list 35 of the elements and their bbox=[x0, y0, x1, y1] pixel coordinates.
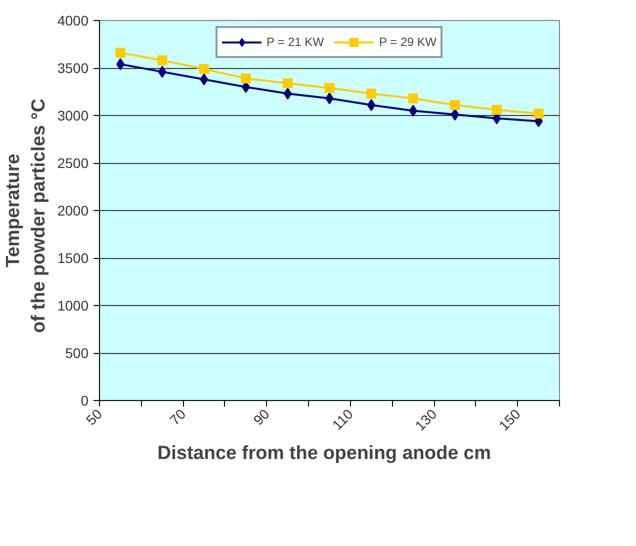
x-axis-title: Distance from the opening anode cm bbox=[157, 443, 492, 464]
y-tick-label: 3000 bbox=[57, 108, 89, 124]
y-tick-label: 4000 bbox=[57, 12, 89, 28]
y-tick-label: 2500 bbox=[57, 155, 89, 171]
x-tick-label: 110 bbox=[328, 406, 356, 433]
point bbox=[240, 73, 251, 84]
legend-label: P = 29 KW bbox=[379, 35, 436, 49]
point bbox=[492, 104, 502, 115]
point bbox=[116, 58, 125, 70]
x-tick-label: 130 bbox=[412, 406, 440, 434]
y-axis-title: Temperature of the powder particles °C bbox=[3, 98, 50, 334]
point bbox=[450, 100, 460, 110]
point bbox=[534, 108, 544, 119]
point bbox=[157, 55, 168, 66]
y-tick-label: 2000 bbox=[57, 202, 89, 218]
y-tick-label: 1000 bbox=[57, 298, 89, 314]
point bbox=[325, 92, 334, 104]
y-tick-label: 0 bbox=[80, 392, 89, 408]
x-tick-label: 150 bbox=[496, 406, 524, 434]
y-tick-label: 1500 bbox=[57, 250, 89, 266]
point bbox=[282, 78, 293, 88]
x-tick-label: 90 bbox=[250, 406, 273, 428]
point bbox=[199, 64, 210, 74]
point bbox=[115, 48, 126, 58]
point bbox=[366, 88, 376, 99]
point bbox=[324, 82, 334, 93]
y-tick-label: 500 bbox=[65, 345, 89, 361]
point bbox=[408, 93, 418, 104]
point bbox=[450, 108, 460, 121]
x-tick-label: 70 bbox=[166, 406, 189, 428]
legend-label: P = 21 KW bbox=[266, 35, 324, 49]
point bbox=[200, 73, 208, 86]
point bbox=[408, 104, 418, 117]
x-tick-label: 50 bbox=[82, 406, 106, 428]
y-tick-label: 3500 bbox=[57, 60, 89, 76]
